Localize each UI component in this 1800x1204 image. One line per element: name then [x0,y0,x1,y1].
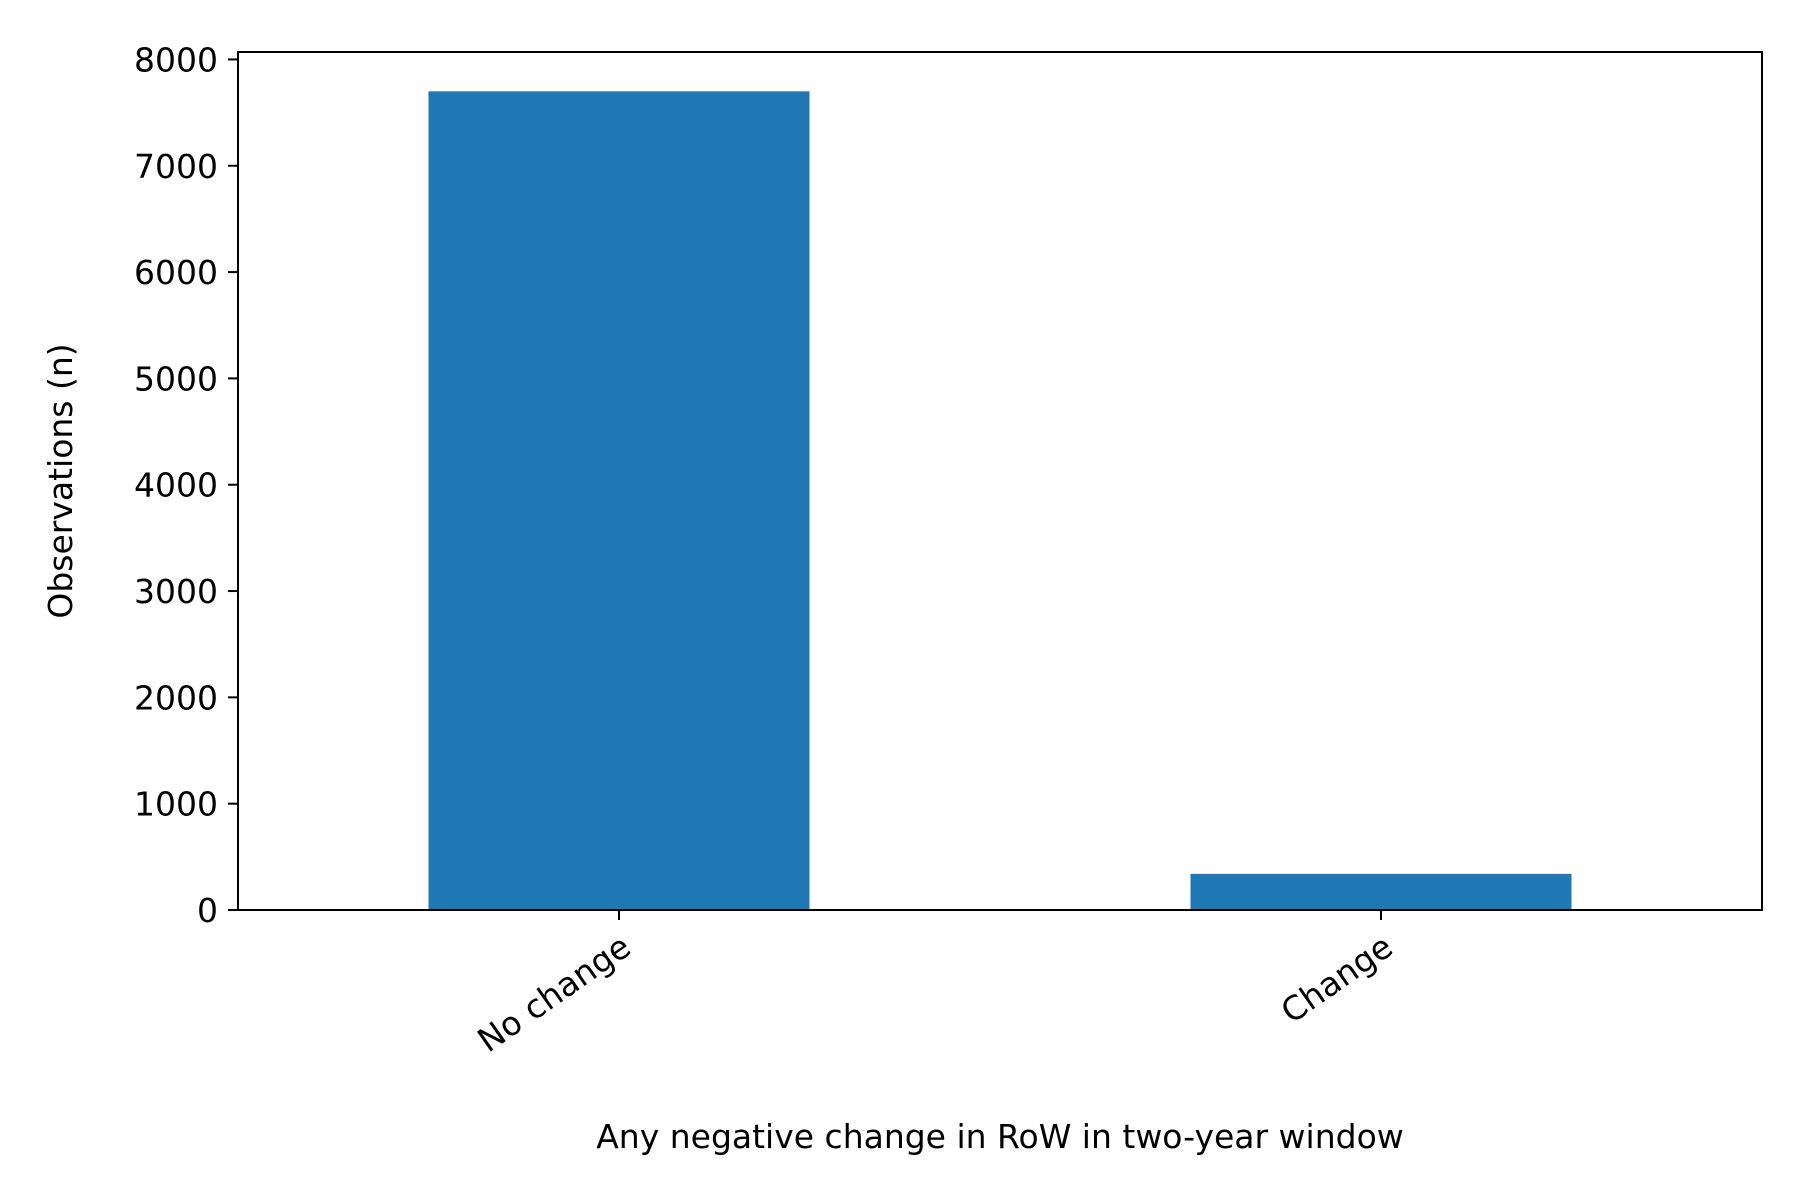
y-tick-label: 3000 [134,572,218,611]
y-axis-label: Observations (n) [41,343,80,618]
y-tick-label: 6000 [134,253,218,292]
y-tick-label: 2000 [134,678,218,717]
y-tick-label: 8000 [134,40,218,79]
y-tick-label: 1000 [134,785,218,824]
y-tick-label: 5000 [134,359,218,398]
x-axis-label: Any negative change in RoW in two-year w… [596,1117,1404,1156]
bars-layer [428,91,1572,911]
y-tick-label: 4000 [134,466,218,505]
y-tick-label: 7000 [134,147,218,186]
bar-no-change [428,91,810,911]
axes-layer [237,51,1763,911]
y-tick-label: 0 [197,891,218,930]
x-tick-label: Change [1274,927,1400,1031]
bar-change [1190,873,1572,910]
x-tick-label: No change [470,927,637,1060]
plot-frame [237,51,1763,911]
